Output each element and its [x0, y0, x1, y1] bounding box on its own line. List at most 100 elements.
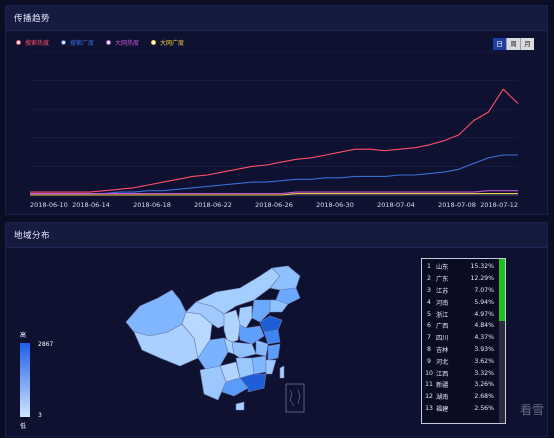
map-region-guangdong[interactable] [239, 373, 267, 393]
legend-label: 大网广度 [160, 40, 185, 47]
map-region-jilin[interactable] [275, 287, 301, 305]
ranking-rank: 11 [425, 381, 433, 389]
series-line-1[interactable] [30, 154, 518, 195]
ranking-row[interactable]: 13 福建 2.56% [422, 403, 505, 415]
ranking-province: 四川 [436, 335, 449, 343]
province-ranking-list[interactable]: 1 山东 15.32% 2 广东 12.29% 3 江苏 7.07% 4 河南 5.94% 5 浙江 4.9… [421, 258, 506, 424]
ranking-province: 吉林 [436, 346, 449, 354]
chart-legend: 搜索热度 搜索广度 大网热度 大网广度 [16, 38, 184, 47]
x-tick-label: 2018-06-10 [30, 201, 68, 209]
series-line-3[interactable] [30, 193, 518, 196]
legend-dot-icon [61, 40, 67, 45]
ranking-percent: 4.37% [474, 334, 494, 342]
map-region-hebei[interactable] [251, 299, 271, 323]
ranking-row[interactable]: 8 吉林 3.93% [422, 344, 505, 356]
period-toggle: 日 周 月 [493, 38, 534, 50]
x-tick-label: 2018-06-22 [194, 201, 232, 209]
map-region-jiangxi[interactable] [251, 355, 267, 375]
toggle-day-button[interactable]: 日 [493, 38, 507, 50]
toggle-week-button[interactable]: 周 [507, 38, 521, 50]
ranking-row[interactable]: 4 河南 5.94% [422, 296, 505, 308]
map-region-taiwan[interactable] [279, 365, 285, 379]
map-region-shandong[interactable] [259, 315, 283, 333]
map-region-fujian[interactable] [265, 359, 277, 375]
map-region-anhui[interactable] [255, 339, 269, 357]
ranking-percent: 12.29% [470, 275, 494, 283]
ranking-row[interactable]: 6 广西 4.84% [422, 320, 505, 332]
x-tick-label: 2018-07-08 [438, 201, 476, 209]
map-region-yunnan[interactable] [199, 365, 227, 401]
ranking-province: 湖南 [436, 394, 449, 402]
legend-label: 搜索广度 [70, 40, 95, 47]
map-region-jiangsu[interactable] [263, 329, 281, 345]
map-region-hubei[interactable] [231, 341, 257, 359]
ranking-row[interactable]: 12 湖南 2.68% [422, 391, 505, 403]
visual-map-max-value: 2867 [38, 341, 54, 348]
ranking-rank: 5 [427, 310, 431, 318]
ranking-rank: 2 [427, 275, 431, 283]
ranking-rank: 3 [427, 286, 431, 294]
map-region-zhejiang[interactable] [267, 343, 281, 361]
legend-dot-icon [16, 40, 21, 45]
ranking-row[interactable]: 3 江苏 7.07% [422, 285, 505, 297]
ranking-rank: 13 [425, 404, 433, 412]
ranking-row[interactable]: 10 江西 3.32% [422, 367, 505, 379]
ranking-rank: 10 [425, 369, 433, 377]
ranking-row[interactable]: 11 新疆 3.26% [422, 379, 505, 391]
map-region-henan[interactable] [237, 323, 265, 345]
ranking-province: 新疆 [436, 382, 449, 390]
ranking-province: 河南 [436, 299, 449, 307]
ranking-percent: 3.26% [474, 381, 494, 389]
ranking-rank: 4 [427, 298, 431, 306]
ranking-row[interactable]: 1 山东 15.32% [422, 261, 505, 273]
x-tick-label: 2018-07-04 [377, 201, 415, 209]
ranking-row[interactable]: 5 浙江 4.97% [422, 308, 505, 320]
ranking-province: 福建 [436, 405, 449, 413]
ranking-percent: 2.56% [474, 404, 494, 412]
x-tick-label: 2018-06-26 [255, 201, 293, 209]
ranking-row[interactable]: 9 河北 3.62% [422, 355, 505, 367]
toggle-month-button[interactable]: 月 [521, 38, 534, 50]
map-region-guangxi[interactable] [221, 377, 249, 397]
legend-item-search-heat[interactable]: 搜索热度 [16, 38, 49, 47]
x-tick-label: 2018-06-30 [316, 201, 354, 209]
map-region-shaanxi[interactable] [223, 309, 241, 345]
ranking-rank: 12 [425, 393, 433, 401]
legend-item-web-heat[interactable]: 大网热度 [106, 38, 139, 47]
ranking-province: 浙江 [436, 311, 449, 319]
visual-map-legend: 高 2867 3 低 [20, 332, 53, 430]
ranking-province: 河北 [436, 358, 449, 366]
ranking-province: 广东 [436, 276, 449, 284]
ranking-rank: 8 [427, 345, 431, 353]
x-tick-label: 2018-06-14 [72, 201, 110, 209]
trend-line-chart: 2018-06-10 2018-06-14 2018-06-18 2018-06-22… [30, 51, 519, 209]
ranking-row[interactable]: 7 四川 4.37% [422, 332, 505, 344]
visual-map-high-label: 高 [20, 332, 27, 339]
legend-dot-icon [151, 40, 157, 45]
ranking-percent: 3.32% [474, 369, 494, 377]
x-tick-label: 2018-07-12 [480, 201, 518, 209]
ranking-row[interactable]: 2 广东 12.29% [422, 273, 505, 285]
ranking-rank: 7 [427, 334, 431, 342]
ranking-scrollbar-thumb[interactable] [499, 259, 505, 321]
south-sea-islands-icon [289, 389, 301, 407]
ranking-percent: 3.62% [474, 357, 494, 365]
visual-map-gradient-bar[interactable] [20, 343, 30, 417]
x-tick-label: 2018-06-18 [133, 201, 171, 209]
legend-item-search-breadth[interactable]: 搜索广度 [61, 38, 94, 47]
ranking-rank: 1 [427, 263, 431, 271]
ranking-percent: 15.32% [470, 263, 494, 271]
map-region-hainan[interactable] [235, 401, 245, 411]
legend-label: 大网热度 [115, 40, 140, 47]
visual-map-min-value: 3 [38, 412, 42, 419]
legend-item-web-breadth[interactable]: 大网广度 [151, 38, 184, 47]
ranking-scrollbar[interactable] [499, 259, 505, 423]
legend-label: 搜索热度 [25, 40, 50, 47]
ranking-province: 江西 [436, 370, 449, 378]
series-line-2[interactable] [30, 190, 518, 195]
trend-panel: 传播趋势 [5, 5, 548, 215]
watermark-logo: 看雪 [519, 403, 544, 417]
ranking-province: 江苏 [436, 287, 449, 295]
legend-dot-icon [106, 40, 112, 45]
series-line-0[interactable] [30, 88, 519, 193]
